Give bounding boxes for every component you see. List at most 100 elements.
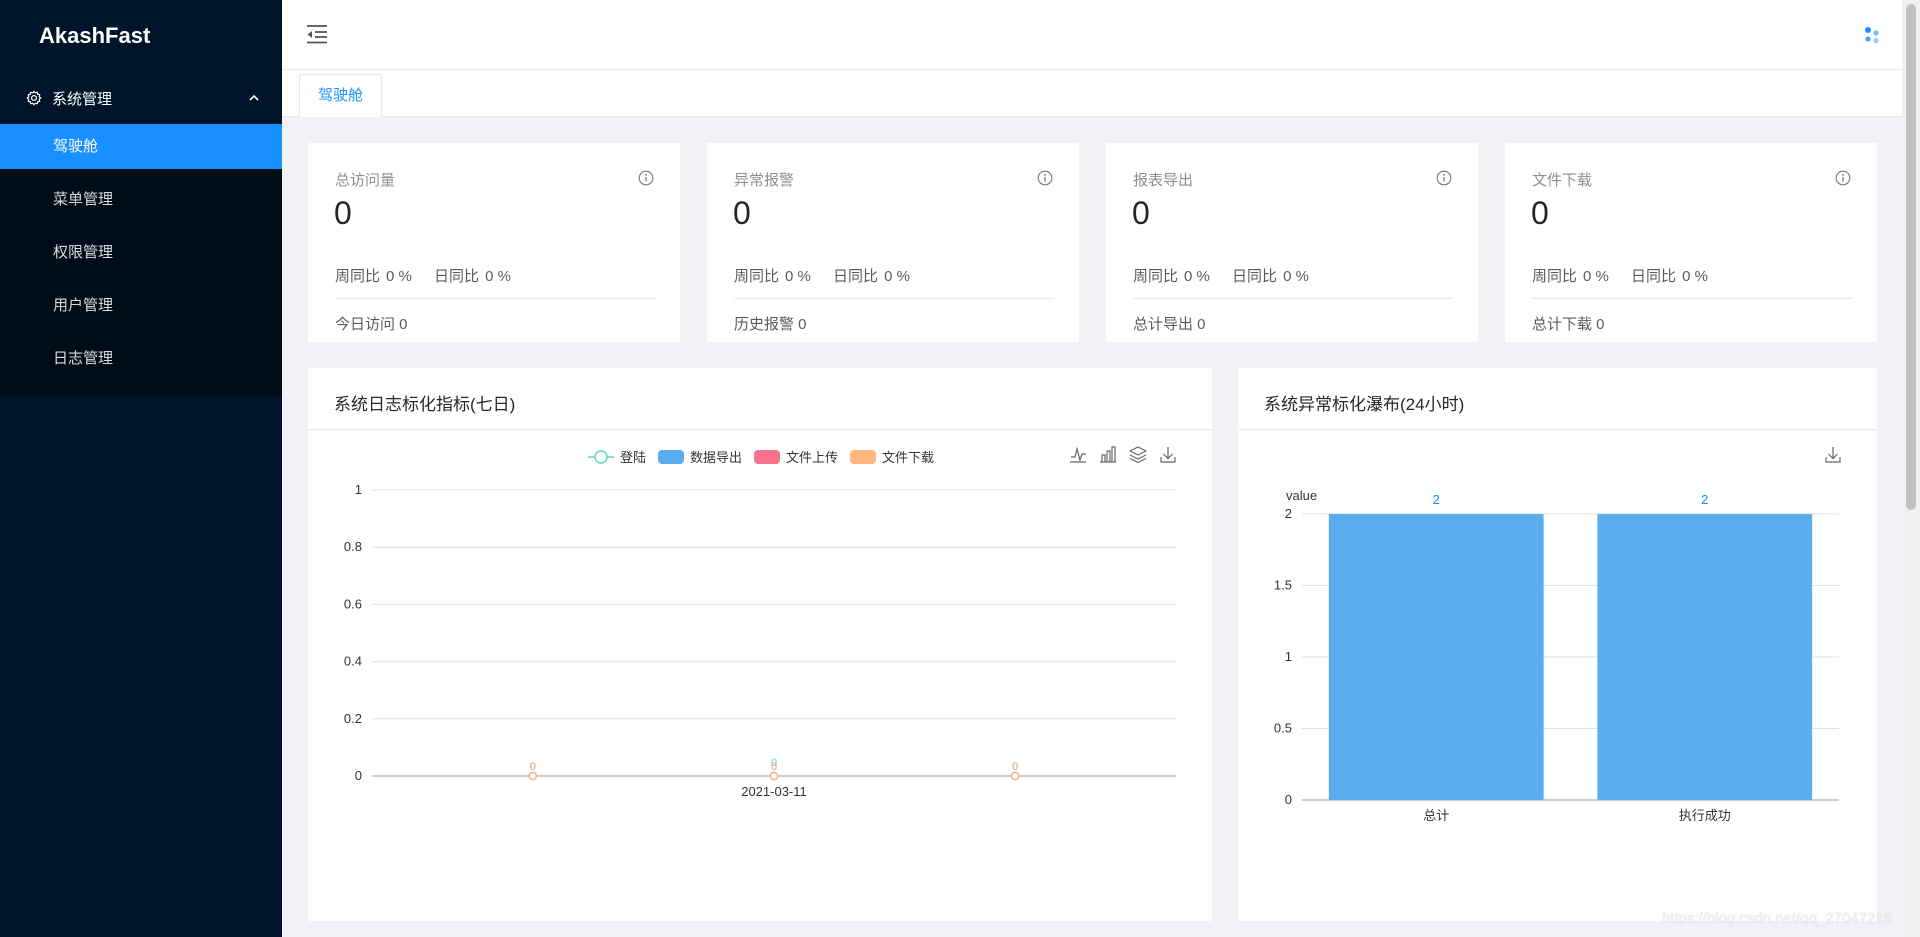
chevron-up-icon <box>249 94 259 101</box>
data-label: 0 <box>1012 761 1018 773</box>
bar-value-label: 2 <box>1701 492 1708 507</box>
divider <box>1133 298 1453 299</box>
stat-value: 0 <box>1132 195 1150 231</box>
data-label: 0 <box>530 761 536 773</box>
stat-trend: 周同比 0 % 日同比 0 % <box>734 265 928 286</box>
y-tick-label: 1 <box>1285 649 1292 664</box>
stat-card-downloads: 文件下载 0 周同比 0 % 日同比 0 % 总计下载 0 <box>1505 143 1877 342</box>
stat-title: 总访问量 <box>335 172 396 189</box>
chart-title: 系统日志标化指标(七日) <box>334 395 516 414</box>
menu-fold-icon[interactable] <box>306 24 328 44</box>
sidebar-item-logs[interactable]: 日志管理 <box>53 350 114 367</box>
data-label: 0 <box>530 761 536 773</box>
y-tick-label: 0.8 <box>344 539 362 554</box>
day-ratio-label: 日同比 0 % <box>833 268 910 285</box>
week-ratio-label: 周同比 0 % <box>335 268 412 285</box>
data-point[interactable] <box>528 771 538 781</box>
menu-group-system[interactable]: 系统管理 <box>0 72 282 124</box>
bar-type-icon[interactable] <box>1100 446 1116 463</box>
stat-value: 0 <box>1531 195 1549 231</box>
y-tick-label: 1.5 <box>1274 578 1292 593</box>
y-tick-label: 0 <box>1285 792 1292 807</box>
y-tick-label: 0 <box>355 768 362 783</box>
sidebar-item-users[interactable]: 用户管理 <box>53 297 114 314</box>
legend-item[interactable]: 文件上传 <box>754 450 838 465</box>
data-point[interactable] <box>1010 771 1020 781</box>
sidebar-item-permission[interactable]: 权限管理 <box>53 244 114 261</box>
stat-footer: 总计下载 0 <box>1532 316 1605 333</box>
data-label: 0 <box>771 761 777 773</box>
divider <box>734 298 1054 299</box>
bar-chart: 0 0.5 1 1.5 2 2 2 总计 执行成功 value <box>1274 447 1841 823</box>
menu-group-label: 系统管理 <box>52 90 113 108</box>
info-icon[interactable] <box>638 170 654 186</box>
y-axis-label: value <box>1286 488 1317 503</box>
stat-footer: 历史报警 0 <box>734 316 807 333</box>
top-header <box>282 0 1902 70</box>
data-label: 0 <box>1012 761 1018 773</box>
y-tick-label: 0.6 <box>344 596 362 611</box>
legend-item[interactable]: 登陆 <box>588 450 646 465</box>
stat-card-visits: 总访问量 0 周同比 0 % 日同比 0 % 今日访问 0 <box>308 143 680 342</box>
x-tick-label: 执行成功 <box>1679 808 1731 823</box>
submenu: 驾驶舱 菜单管理 权限管理 用户管理 日志管理 <box>0 124 282 396</box>
info-icon[interactable] <box>1037 170 1053 186</box>
legend-label: 文件上传 <box>786 450 838 465</box>
stat-footer: 今日访问 0 <box>335 316 408 333</box>
data-point[interactable] <box>769 771 779 781</box>
day-ratio-label: 日同比 0 % <box>434 268 511 285</box>
week-ratio-label: 周同比 0 % <box>734 268 811 285</box>
tab-cockpit[interactable]: 驾驶舱 <box>299 74 383 117</box>
sidebar-item-cockpit[interactable]: 驾驶舱 <box>0 124 282 169</box>
divider <box>1238 429 1877 430</box>
bar[interactable] <box>1597 514 1813 800</box>
week-ratio-label: 周同比 0 % <box>1133 268 1210 285</box>
gear-icon <box>26 90 42 106</box>
y-tick-label: 0.5 <box>1274 721 1292 736</box>
stat-footer: 总计导出 0 <box>1133 316 1206 333</box>
page-scrollbar[interactable] <box>1902 0 1920 937</box>
week-ratio-label: 周同比 0 % <box>1532 268 1609 285</box>
stat-value: 0 <box>733 195 751 231</box>
legend-label: 登陆 <box>620 450 646 465</box>
bar-value-label: 2 <box>1433 492 1440 507</box>
legend-item[interactable]: 文件下载 <box>850 450 934 465</box>
x-tick-label: 2021-03-11 <box>741 784 807 799</box>
stat-trend: 周同比 0 % 日同比 0 % <box>1133 265 1327 286</box>
bar[interactable] <box>1328 514 1544 800</box>
data-label: 0 <box>1012 761 1018 773</box>
stat-title: 报表导出 <box>1133 172 1194 189</box>
tabs-bar: 驾驶舱 <box>282 70 1902 117</box>
stat-value: 0 <box>334 195 352 231</box>
data-label: 0 <box>771 761 777 773</box>
sidebar-item-menu[interactable]: 菜单管理 <box>53 191 114 208</box>
stat-title: 文件下载 <box>1532 172 1593 189</box>
stack-icon[interactable] <box>1129 446 1147 464</box>
stat-card-exports: 报表导出 0 周同比 0 % 日同比 0 % 总计导出 0 <box>1106 143 1478 342</box>
stat-trend: 周同比 0 % 日同比 0 % <box>335 265 529 286</box>
info-icon[interactable] <box>1835 170 1851 186</box>
stat-title: 异常报警 <box>734 172 795 189</box>
exception-chart-card: 系统异常标化瀑布(24小时) 0 0.5 1 1.5 2 2 2 总计 执行成功 value <box>1238 368 1877 921</box>
sidebar: AkashFast 系统管理 驾驶舱 菜单管理 权限管理 用户管理 日志管理 <box>0 0 282 937</box>
data-label: 0 <box>1012 761 1018 773</box>
y-tick-label: 1 <box>355 482 362 497</box>
watermark-text: https://blog.csdn.net/qq_27047215 <box>1661 910 1892 927</box>
download-icon[interactable] <box>1160 447 1176 463</box>
scroll-thumb[interactable] <box>1906 4 1916 510</box>
info-icon[interactable] <box>1436 170 1452 186</box>
legend-label: 数据导出 <box>690 450 742 465</box>
log-index-chart-card: 系统日志标化指标(七日) 0 0.2 0.4 0.6 0.8 1 2021-03-11 0… <box>308 368 1212 921</box>
data-label: 0 <box>771 757 777 769</box>
x-tick-label: 总计 <box>1423 808 1449 823</box>
day-ratio-label: 日同比 0 % <box>1631 268 1708 285</box>
legend-item[interactable]: 数据导出 <box>658 450 742 465</box>
download-icon[interactable] <box>1825 447 1841 463</box>
divider <box>335 298 655 299</box>
loading-dots-icon[interactable] <box>1864 26 1880 44</box>
y-tick-label: 0.4 <box>344 654 362 669</box>
line-type-icon[interactable] <box>1070 446 1086 463</box>
day-ratio-label: 日同比 0 % <box>1232 268 1309 285</box>
divider <box>308 429 1212 430</box>
data-label: 0 <box>771 761 777 773</box>
